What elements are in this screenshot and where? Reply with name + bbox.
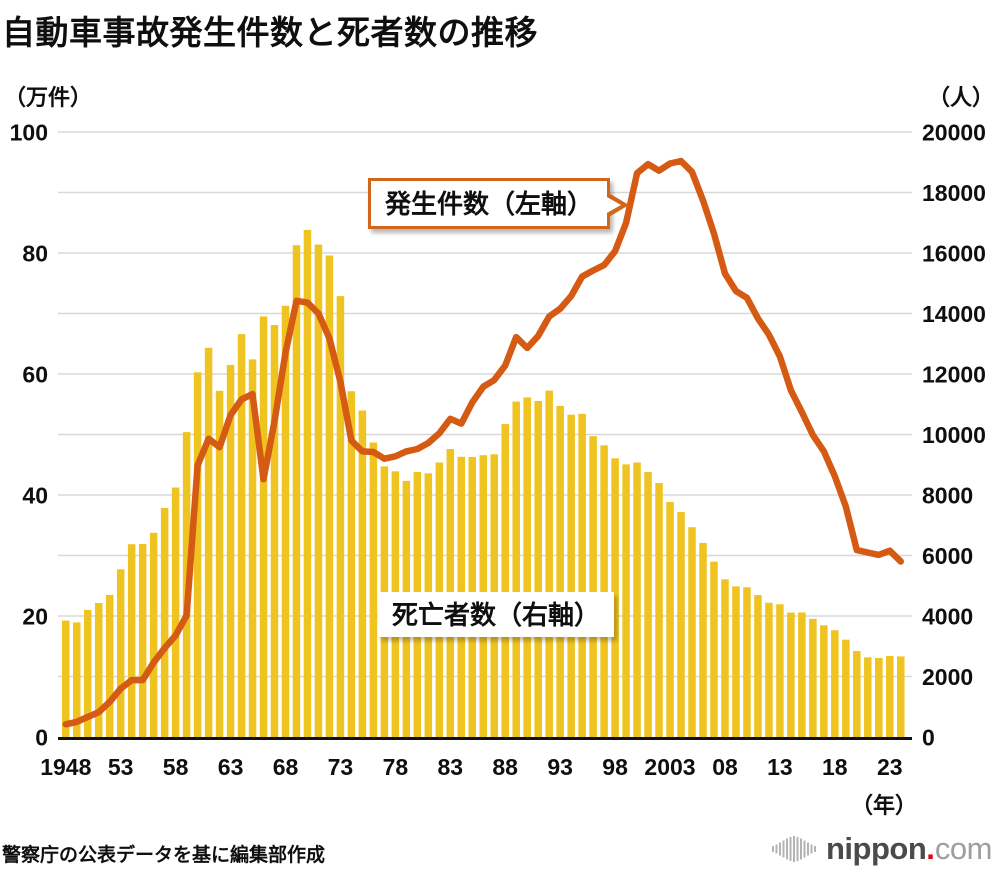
svg-text:23: 23: [877, 754, 903, 780]
svg-text:0: 0: [922, 725, 935, 751]
svg-text:1948: 1948: [40, 754, 91, 780]
x-axis-unit-label: （年）: [850, 793, 917, 818]
svg-text:80: 80: [22, 241, 48, 267]
source-credit: 警察庁の公表データを基に編集部作成: [2, 845, 326, 866]
svg-text:60: 60: [22, 362, 48, 388]
nippon-logo-waveform-icon: [772, 834, 816, 864]
svg-text:88: 88: [492, 754, 518, 780]
nippon-logo-text: nippon . com: [826, 831, 993, 866]
svg-text:20: 20: [22, 604, 48, 630]
svg-text:98: 98: [602, 754, 628, 780]
svg-text:13: 13: [767, 754, 793, 780]
bar-series-callout: 死亡者数（右軸）: [378, 592, 615, 637]
line-series-callout: 発生件数（左軸）: [368, 178, 630, 229]
chart-title: 自動車事故発生件数と死者数の推移: [2, 14, 538, 51]
svg-text:8000: 8000: [922, 483, 973, 509]
svg-text:40: 40: [22, 483, 48, 509]
svg-text:20000: 20000: [922, 120, 986, 146]
svg-text:53: 53: [108, 754, 134, 780]
svg-text:58: 58: [163, 754, 189, 780]
svg-text:100: 100: [10, 120, 48, 146]
left-axis-unit-label: （万件）: [4, 85, 93, 110]
svg-text:0: 0: [35, 725, 48, 751]
svg-text:18: 18: [822, 754, 848, 780]
svg-text:18000: 18000: [922, 180, 986, 206]
svg-text:78: 78: [383, 754, 409, 780]
svg-text:12000: 12000: [922, 362, 986, 388]
svg-text:4000: 4000: [922, 604, 973, 630]
svg-text:68: 68: [273, 754, 299, 780]
svg-text:2000: 2000: [922, 664, 973, 690]
svg-text:93: 93: [547, 754, 573, 780]
svg-text:2003: 2003: [644, 754, 695, 780]
svg-text:63: 63: [218, 754, 244, 780]
svg-text:08: 08: [712, 754, 738, 780]
svg-text:16000: 16000: [922, 241, 986, 267]
logo-name: nippon: [826, 831, 927, 866]
svg-text:14000: 14000: [922, 301, 986, 327]
svg-text:6000: 6000: [922, 543, 973, 569]
right-axis-unit-label: （人）: [927, 85, 994, 110]
svg-text:10000: 10000: [922, 422, 986, 448]
logo-tld: com: [934, 831, 993, 866]
nippon-logo: nippon . com: [772, 831, 993, 866]
svg-text:73: 73: [328, 754, 354, 780]
logo-dot: .: [926, 831, 935, 866]
svg-text:83: 83: [438, 754, 464, 780]
